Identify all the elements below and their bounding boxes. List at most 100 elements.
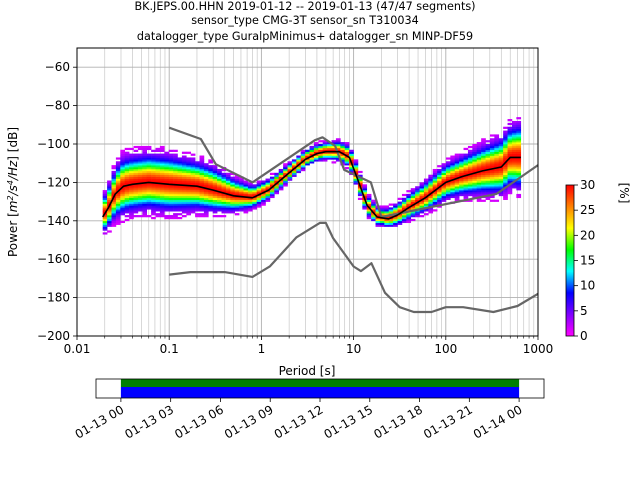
histogram-cell <box>151 213 156 216</box>
histogram-cell <box>124 199 130 202</box>
histogram-cell <box>252 190 258 193</box>
histogram-cell <box>388 207 394 210</box>
histogram-cell <box>498 172 504 176</box>
histogram-cell <box>239 182 244 185</box>
histogram-cell <box>476 180 482 183</box>
histogram-cell <box>173 149 178 152</box>
histogram-cell <box>445 197 451 200</box>
histogram-cell <box>133 197 139 200</box>
histogram-cell <box>120 168 126 172</box>
histogram-cell <box>181 190 187 193</box>
histogram-cell <box>340 153 346 156</box>
histogram-cell <box>415 195 420 199</box>
histogram-cell <box>494 153 500 156</box>
histogram-cell <box>230 192 236 195</box>
histogram-cell <box>516 174 522 177</box>
histogram-cell <box>124 207 130 210</box>
histogram-cell <box>247 193 253 197</box>
histogram-cell <box>485 178 491 181</box>
histogram-cell <box>393 216 398 220</box>
histogram-cell <box>212 195 218 199</box>
histogram-cell <box>239 209 244 212</box>
histogram-cell <box>463 186 469 189</box>
histogram-cell <box>318 155 324 158</box>
histogram-cell <box>406 209 412 212</box>
histogram-cell <box>384 211 390 214</box>
histogram-cell <box>151 167 156 170</box>
histogram-cell <box>177 190 183 193</box>
histogram-cell <box>340 145 346 149</box>
histogram-cell <box>186 190 192 193</box>
histogram-cell <box>120 157 126 160</box>
histogram-cell <box>463 197 469 200</box>
histogram-cell <box>357 182 363 185</box>
histogram-cell <box>516 168 522 172</box>
histogram-cell <box>151 211 156 214</box>
histogram-cell <box>168 192 174 195</box>
histogram-cell <box>129 215 134 218</box>
histogram-cell <box>340 155 346 158</box>
histogram-cell <box>115 193 121 197</box>
histogram-cell <box>239 205 244 208</box>
histogram-cell <box>344 159 350 162</box>
histogram-cell <box>155 193 161 197</box>
time-tick-label: 01-13 06 <box>172 402 226 441</box>
histogram-cell <box>503 188 508 191</box>
histogram-cell <box>133 159 139 162</box>
histogram-cell <box>221 207 227 210</box>
histogram-cell <box>225 188 231 191</box>
histogram-cell <box>181 172 187 176</box>
histogram-cell <box>476 178 482 181</box>
histogram-cell <box>195 197 200 200</box>
histogram-cell <box>503 178 508 181</box>
histogram-cell <box>181 155 187 158</box>
histogram-cell <box>445 178 451 181</box>
histogram-cell <box>168 180 174 183</box>
histogram-cell <box>344 145 350 149</box>
histogram-cell <box>208 170 214 174</box>
histogram-cell <box>115 211 121 214</box>
histogram-cell <box>230 207 236 210</box>
histogram-cell <box>371 199 376 202</box>
histogram-cell <box>168 170 174 174</box>
histogram-cell <box>159 159 165 162</box>
histogram-cell <box>146 197 152 200</box>
histogram-cell <box>146 182 152 185</box>
histogram-cell <box>164 197 170 200</box>
histogram-cell <box>489 186 495 189</box>
histogram-cell <box>371 201 376 204</box>
histogram-cell <box>494 147 500 151</box>
histogram-cell <box>516 153 522 156</box>
histogram-cell <box>133 170 139 174</box>
histogram-cell <box>269 176 275 179</box>
histogram-cell <box>129 182 134 185</box>
histogram-cell <box>151 199 156 202</box>
histogram-cell <box>450 161 456 164</box>
histogram-cell <box>137 178 143 181</box>
histogram-cell <box>151 155 156 158</box>
histogram-cell <box>291 159 297 162</box>
histogram-cell <box>296 155 302 158</box>
histogram-cell <box>454 180 460 183</box>
histogram-cell <box>133 157 139 160</box>
histogram-cell <box>256 186 262 189</box>
histogram-cell <box>168 195 174 199</box>
histogram-cell <box>507 176 513 179</box>
histogram-cell <box>159 201 165 204</box>
histogram-cell <box>212 193 218 197</box>
histogram-cell <box>511 182 517 185</box>
histogram-cell <box>498 178 504 181</box>
histogram-cell <box>137 168 143 172</box>
histogram-cell <box>494 163 500 166</box>
histogram-cell <box>397 201 403 204</box>
histogram-cell <box>357 170 363 174</box>
histogram-cell <box>186 211 192 214</box>
histogram-cell <box>459 167 464 170</box>
histogram-cell <box>243 182 249 185</box>
histogram-cell <box>115 182 121 185</box>
histogram-cell <box>432 178 438 181</box>
histogram-cell <box>137 161 143 164</box>
histogram-cell <box>124 176 130 179</box>
histogram-cell <box>454 159 460 162</box>
histogram-cell <box>195 184 200 187</box>
